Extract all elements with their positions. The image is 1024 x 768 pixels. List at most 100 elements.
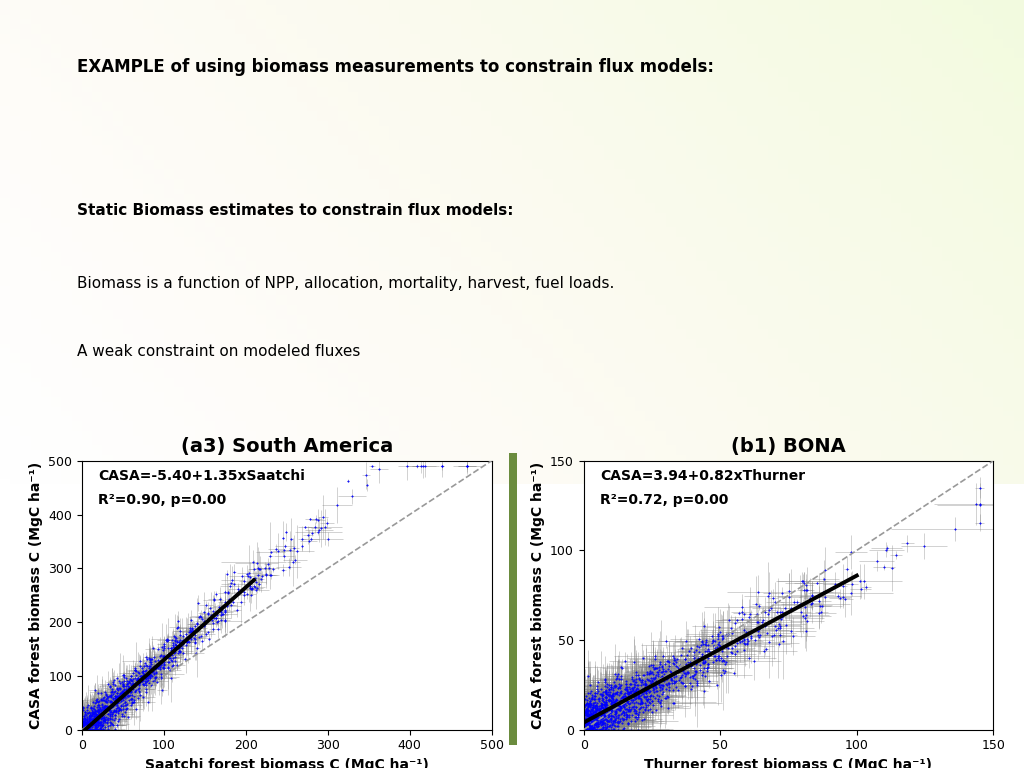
Point: [815, 586, 831, 598]
Point: [358, 478, 375, 491]
Point: [578, 717, 594, 730]
Point: [87, 714, 103, 727]
Point: [99, 703, 116, 716]
Point: [127, 680, 143, 693]
Point: [123, 674, 139, 686]
Point: [582, 707, 598, 720]
Point: [609, 717, 626, 729]
Point: [82, 708, 98, 720]
Point: [250, 569, 266, 581]
Point: [607, 697, 624, 709]
Point: [89, 705, 105, 717]
Point: [884, 561, 900, 574]
Point: [223, 578, 240, 590]
Point: [113, 690, 129, 703]
Point: [148, 658, 165, 670]
Point: [644, 695, 660, 707]
Point: [114, 693, 130, 705]
Point: [639, 684, 655, 697]
Point: [587, 710, 603, 723]
Point: [81, 723, 97, 736]
Point: [637, 691, 653, 703]
Point: [593, 701, 609, 713]
Point: [591, 693, 607, 705]
Point: [647, 662, 664, 674]
Point: [585, 707, 601, 719]
Point: [147, 670, 164, 683]
Point: [579, 713, 595, 726]
Point: [609, 720, 626, 733]
Point: [868, 555, 885, 568]
Point: [740, 652, 757, 664]
Point: [604, 704, 621, 717]
Point: [610, 703, 627, 715]
Point: [604, 690, 621, 703]
Point: [663, 673, 679, 685]
Point: [593, 715, 609, 727]
Point: [130, 676, 146, 688]
Point: [76, 720, 92, 732]
Point: [604, 704, 621, 717]
Point: [77, 714, 93, 727]
Point: [631, 687, 647, 699]
Point: [91, 716, 108, 728]
Point: [586, 706, 602, 718]
Point: [85, 717, 101, 729]
Point: [588, 707, 604, 720]
Point: [584, 712, 600, 724]
Point: [612, 687, 629, 699]
Point: [85, 702, 101, 714]
Point: [653, 671, 670, 684]
Point: [77, 713, 93, 726]
Point: [221, 593, 238, 605]
Point: [79, 723, 95, 736]
Point: [601, 703, 617, 715]
Point: [672, 664, 688, 676]
Point: [75, 723, 91, 736]
Point: [611, 680, 628, 692]
Point: [624, 696, 640, 708]
Point: [102, 696, 119, 708]
Point: [715, 664, 731, 677]
Point: [827, 578, 844, 590]
Point: [152, 660, 168, 673]
Point: [160, 648, 176, 660]
Point: [585, 723, 601, 736]
Point: [640, 693, 656, 705]
Point: [968, 498, 984, 510]
Point: [794, 575, 810, 588]
Point: [615, 690, 632, 702]
Point: [605, 697, 622, 710]
Point: [686, 652, 702, 664]
Point: [137, 677, 154, 689]
Point: [642, 697, 658, 709]
Point: [581, 697, 597, 710]
Point: [276, 544, 293, 556]
Point: [750, 586, 766, 598]
Point: [152, 656, 168, 668]
Point: [208, 588, 224, 601]
Point: [602, 705, 618, 717]
Point: [78, 717, 94, 729]
Point: [138, 653, 155, 665]
Point: [689, 656, 706, 668]
Point: [634, 697, 650, 709]
Point: [98, 707, 115, 720]
Point: [177, 653, 194, 665]
Point: [584, 693, 600, 705]
Point: [582, 723, 598, 736]
Point: [92, 716, 109, 728]
Point: [649, 689, 666, 701]
Point: [154, 648, 170, 660]
Point: [736, 644, 753, 656]
Point: [589, 683, 605, 695]
Point: [156, 655, 172, 667]
Point: [89, 714, 105, 727]
Point: [688, 665, 705, 677]
Point: [138, 679, 155, 691]
Point: [172, 646, 188, 658]
Point: [581, 709, 597, 721]
Point: [132, 670, 148, 683]
Point: [78, 720, 94, 733]
Point: [76, 704, 92, 717]
